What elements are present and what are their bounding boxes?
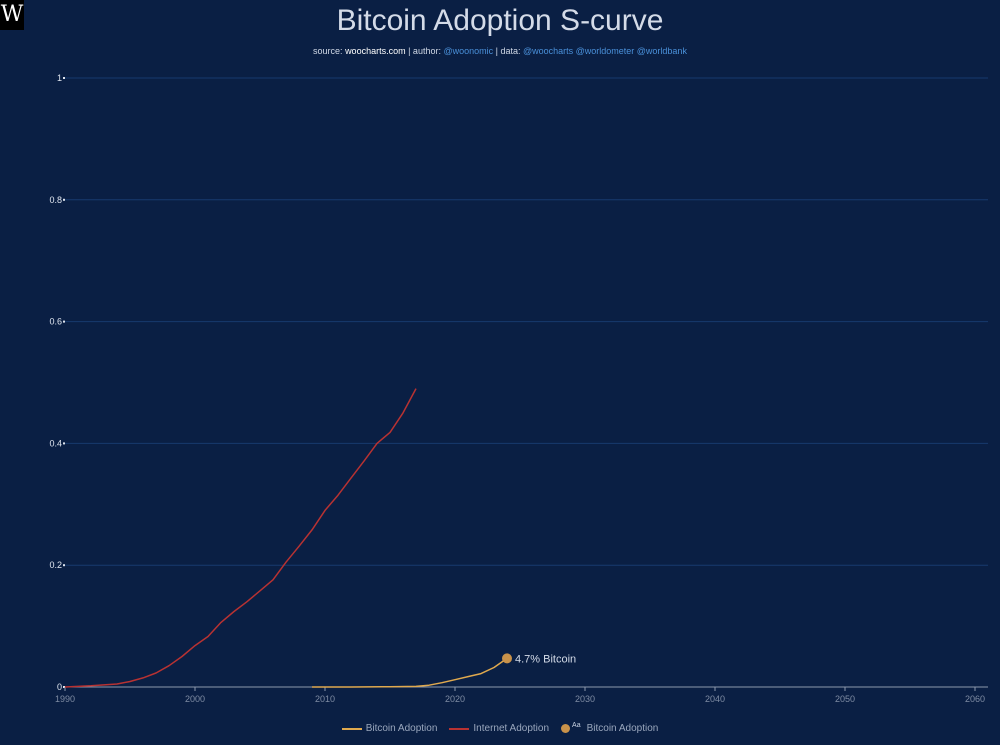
woocharts-logo: W	[0, 0, 24, 30]
chart-legend: Bitcoin Adoption Internet Adoption Aa Bi…	[0, 722, 1000, 734]
x-tick-label: 2040	[705, 694, 725, 704]
y-tick-mark	[63, 442, 65, 445]
series-lines	[64, 388, 508, 688]
y-tick-mark	[63, 77, 65, 79]
source-prefix: source:	[313, 46, 346, 56]
legend-label-bitcoin: Bitcoin Adoption	[365, 723, 438, 734]
x-tick-label: 1990	[55, 694, 75, 704]
x-tick-label: 2060	[965, 694, 985, 704]
y-tick-label: 1	[57, 73, 62, 83]
legend-label-internet: Internet Adoption	[473, 723, 550, 734]
y-tick-label: 0.8	[49, 195, 62, 205]
x-tick-label: 2020	[445, 694, 465, 704]
y-tick-mark	[63, 564, 65, 567]
x-tick-label: 2010	[315, 694, 335, 704]
y-tick-label: 0.2	[49, 560, 62, 570]
x-tick-label: 2050	[835, 694, 855, 704]
legend-swatch-internet	[449, 727, 470, 730]
chart-subtitle: source: woocharts.com | author: @woonomi…	[0, 46, 1000, 56]
legend-marker-text: Aa	[572, 722, 581, 729]
legend-marker-dot	[561, 724, 571, 733]
y-tick-label: 0	[57, 682, 62, 692]
legend-label-bitcoin-annotation: Bitcoin Adoption	[586, 723, 659, 734]
chart-title: Bitcoin Adoption S-curve	[336, 4, 664, 37]
internet-adoption-line	[64, 388, 417, 688]
gridlines	[65, 77, 988, 566]
annotations: 4.7% Bitcoin	[502, 653, 576, 665]
bitcoin-adoption-line	[312, 657, 508, 688]
data-prefix: | data:	[493, 46, 523, 56]
legend-item-internet[interactable]: Internet Adoption	[449, 723, 549, 734]
x-tick-label: 2000	[185, 694, 205, 704]
annotation-marker	[502, 653, 512, 664]
y-tick-label: 0.4	[49, 438, 62, 448]
x-tick-label: 2030	[575, 694, 595, 704]
author-prefix: | author:	[405, 46, 444, 56]
legend-item-bitcoin[interactable]: Bitcoin Adoption	[341, 723, 438, 734]
y-tick-mark	[63, 686, 65, 688]
y-tick-mark	[63, 198, 65, 201]
legend-item-bitcoin-annotation[interactable]: Aa Bitcoin Adoption	[561, 722, 659, 734]
axes: 0 0.2 0.4 0.6 0.8 1 1990 2000 2010 2020 2030 2040 20…	[49, 73, 988, 704]
y-tick-mark	[63, 320, 65, 323]
data-links[interactable]: @woocharts @worldometer @worldbank	[522, 46, 687, 56]
author-link[interactable]: @woonomic	[443, 46, 494, 56]
annotation-label: 4.7% Bitcoin	[515, 653, 576, 665]
legend-swatch-bitcoin	[341, 727, 362, 730]
y-tick-label: 0.6	[49, 317, 62, 327]
source-link[interactable]: woocharts.com	[345, 46, 406, 56]
